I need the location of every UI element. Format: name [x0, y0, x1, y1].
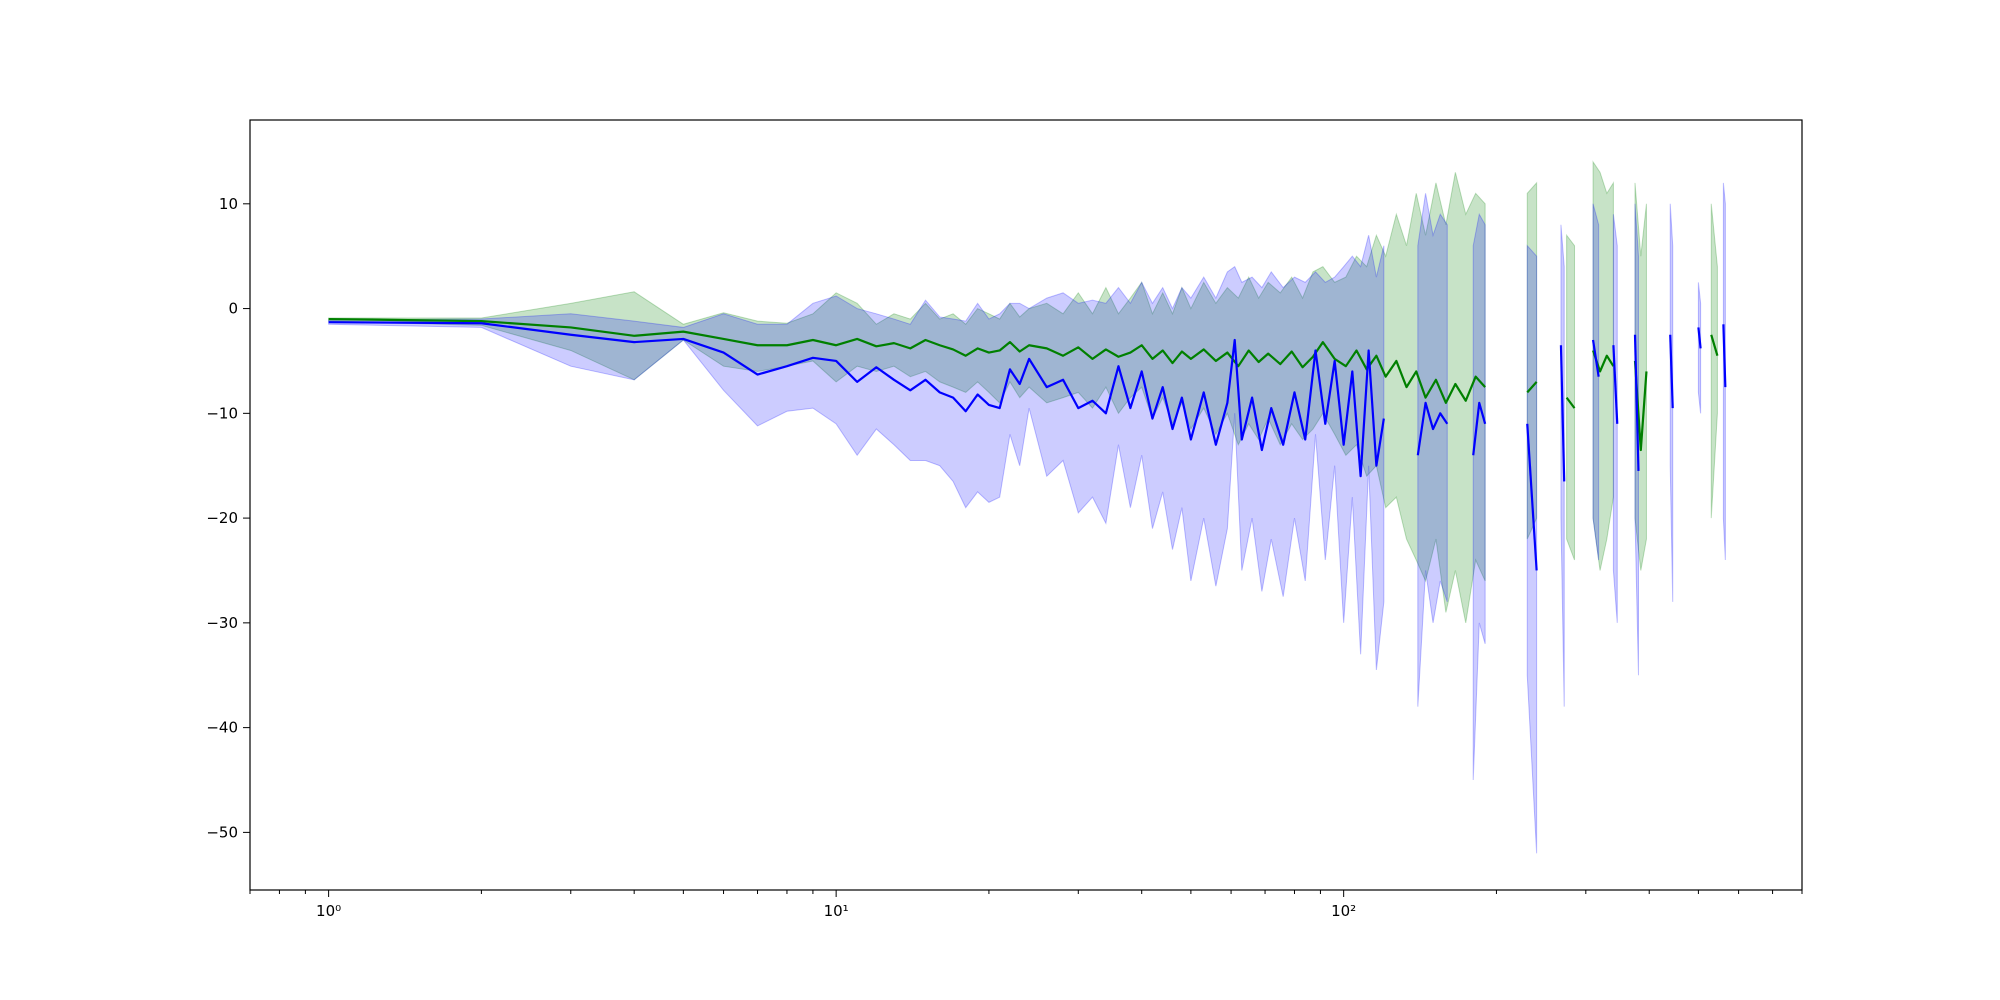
y-tick-label: −10: [206, 404, 238, 422]
y-tick-label: −30: [206, 614, 238, 632]
series-0-band-3: [1566, 233, 1576, 561]
series-0-band-6: [1710, 203, 1718, 519]
x-axis: 10⁰ 10¹ 10²: [249, 890, 1803, 920]
series-1-line-7: [1612, 345, 1619, 424]
x-tick-label: 10¹: [824, 902, 849, 920]
series-0-line-0: [328, 317, 1486, 404]
series-1-band-2: [1472, 212, 1486, 781]
series-0-line-6: [1710, 334, 1719, 357]
series-0-line-3: [1565, 396, 1576, 409]
series-1-band-6: [1592, 203, 1600, 561]
series-1-line-5: [1559, 345, 1566, 482]
series-0-band-0: [328, 172, 1486, 623]
series-0-band-5: [1634, 182, 1647, 571]
series-1-line-4: [1526, 423, 1538, 571]
series-1-band-7: [1612, 214, 1618, 623]
series-1-line-0: [328, 321, 1385, 478]
series-1-line-9: [1669, 334, 1674, 409]
y-tick-label: 10: [219, 195, 238, 213]
series-1-band-1: [1417, 193, 1448, 707]
series-1-line-2: [1472, 401, 1487, 456]
y-tick-label: −50: [206, 823, 238, 841]
x-tick-label: 10⁰: [316, 902, 341, 920]
series-1-line-8: [1633, 334, 1640, 471]
series-lines: [328, 317, 1727, 571]
series-1-band-0: [328, 235, 1385, 671]
y-tick-label: −20: [206, 509, 238, 527]
series-1-line-10: [1697, 327, 1702, 349]
y-tick-label: 0: [228, 300, 238, 318]
series-1-band-4: [1526, 244, 1538, 854]
series-0-line-2: [1526, 381, 1538, 394]
y-axis: 10 0 −10 −20 −30 −40 −50: [206, 195, 250, 841]
series-1-line-6: [1591, 339, 1600, 377]
series-1-line-11: [1722, 324, 1727, 388]
plot-frame: [249, 119, 1803, 891]
series-1-line-1: [1416, 401, 1449, 456]
y-tick-label: −40: [206, 719, 238, 737]
confidence-bands: [328, 160, 1726, 854]
x-tick-label: 10²: [1331, 902, 1356, 920]
